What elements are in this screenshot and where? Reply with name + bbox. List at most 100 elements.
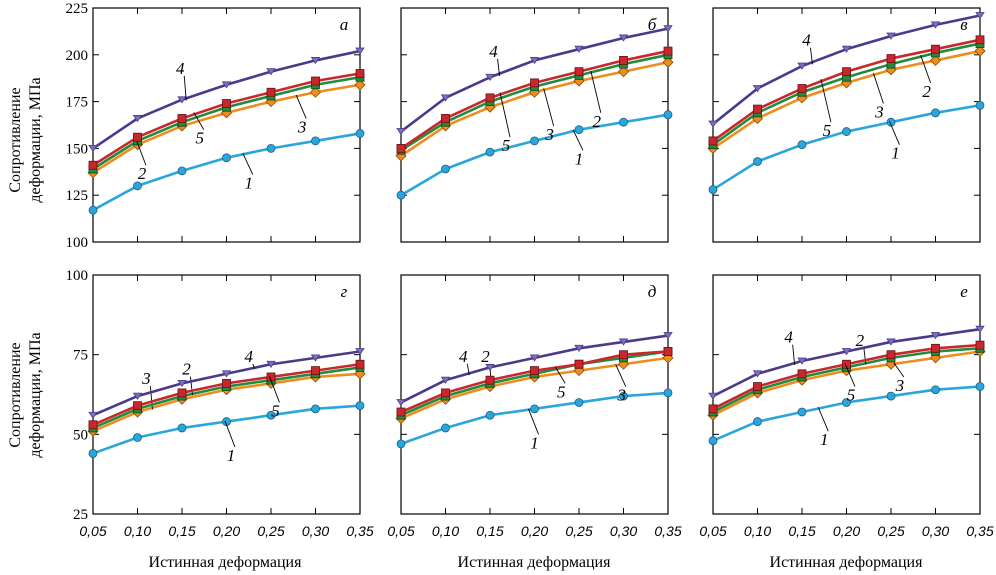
series-4: 4	[88, 47, 365, 153]
curve-label-leader	[810, 47, 813, 65]
x-tick-label: 0,30	[922, 523, 949, 539]
curve-label-5: 5	[196, 129, 205, 148]
x-tick-label: 0,35	[346, 523, 373, 539]
curve-label-leader	[183, 75, 187, 101]
panel-d: 0,05 0,10 0,15 0,20 0,25 0,30 0,35 д 1 3 2 5 4	[387, 274, 682, 539]
data-point	[88, 420, 98, 430]
y-tick-label: 25	[73, 507, 88, 523]
data-point	[975, 325, 985, 333]
ylabel-top-line2: деформации, МПа	[27, 77, 44, 202]
curve-label-leader	[893, 362, 905, 378]
curve-label-leader	[224, 420, 236, 448]
x-tick-label: 0,30	[610, 523, 637, 539]
ylabel-top-line1: Сопротивление	[7, 87, 24, 192]
curve-label-leader	[295, 94, 307, 119]
curve-label-1: 1	[820, 430, 829, 449]
data-point	[177, 388, 187, 398]
series-1: 1	[396, 110, 673, 200]
x-tick-label: 0,35	[654, 523, 681, 539]
data-point	[708, 136, 718, 146]
panel-letter: е	[960, 282, 968, 301]
data-point	[931, 343, 940, 353]
curve-label-4: 4	[489, 42, 498, 61]
data-point	[88, 160, 98, 170]
curve-label-2: 2	[182, 360, 191, 379]
data-point	[354, 79, 366, 91]
data-point	[396, 190, 406, 200]
data-point	[485, 147, 495, 157]
y-tick-label: 150	[66, 141, 89, 157]
series-4: 4	[396, 25, 673, 136]
ylabel-bottom-line1: Сопротивление	[7, 342, 24, 447]
y-tick-label: 100	[66, 268, 89, 284]
x-tick-label: 0,20	[833, 523, 860, 539]
data-point	[485, 364, 495, 372]
curve-label-leader	[820, 78, 832, 123]
curve-label-3: 3	[141, 369, 151, 388]
curve-label-leader	[792, 344, 796, 365]
curve-label-leader	[252, 363, 256, 370]
curve-label-3: 3	[616, 386, 626, 405]
data-point	[266, 410, 276, 420]
data-point	[88, 205, 98, 215]
data-point	[311, 136, 320, 146]
data-point	[753, 157, 762, 166]
ylabel-bottom: Сопротивление деформации, МПа	[7, 332, 44, 457]
data-point	[975, 340, 985, 350]
data-point	[485, 375, 495, 385]
series-5: 5	[396, 347, 673, 417]
curve-label-leader	[497, 58, 501, 76]
panel-b: б 1 3 2 5 4	[395, 7, 674, 243]
x-tick-label: 0,05	[699, 523, 726, 539]
data-point	[396, 439, 406, 449]
data-point	[752, 370, 763, 378]
data-point	[355, 359, 365, 369]
curve-label-2: 2	[138, 164, 147, 183]
data-point	[485, 410, 495, 420]
data-point	[886, 338, 896, 346]
series-5: 5	[88, 359, 365, 430]
data-point	[441, 114, 450, 123]
data-point	[842, 359, 851, 369]
data-point	[177, 423, 187, 433]
data-point	[886, 54, 896, 63]
data-point	[355, 129, 365, 138]
data-point	[975, 35, 985, 45]
data-point	[221, 81, 232, 89]
data-point	[619, 391, 628, 401]
x-tick-label: 0,10	[124, 523, 151, 539]
data-point	[930, 332, 941, 340]
curve-label-leader	[889, 121, 900, 145]
curve-label-leader	[572, 129, 584, 151]
data-point	[797, 407, 807, 417]
series-3: 3	[707, 45, 986, 154]
x-tick-label: 0,25	[565, 523, 592, 539]
data-point	[441, 423, 450, 433]
data-point	[529, 57, 540, 65]
data-point	[886, 32, 896, 40]
curve-label-leader	[190, 376, 193, 396]
data-point	[222, 153, 231, 163]
curve-label-5: 5	[557, 382, 566, 401]
data-point	[574, 398, 584, 407]
data-point	[311, 366, 320, 376]
data-point	[663, 388, 673, 398]
data-point	[929, 54, 942, 66]
curve-label-1: 1	[530, 433, 539, 452]
data-point	[663, 25, 673, 33]
data-point	[975, 12, 985, 20]
data-point	[311, 76, 320, 86]
curve-label-5: 5	[271, 401, 280, 420]
x-tick-label: 0,05	[387, 523, 414, 539]
curve-label-leader	[817, 407, 829, 432]
curve-label-1: 1	[245, 174, 254, 193]
data-point	[753, 417, 762, 426]
series-1: 1	[88, 401, 365, 465]
data-point	[618, 338, 629, 346]
data-point	[88, 144, 98, 153]
data-point	[441, 164, 450, 174]
curve-label-3: 3	[895, 376, 905, 395]
curve-label-2: 2	[856, 331, 865, 350]
x-tick-label: 0,30	[302, 523, 329, 539]
curve-label-2: 2	[922, 82, 931, 101]
